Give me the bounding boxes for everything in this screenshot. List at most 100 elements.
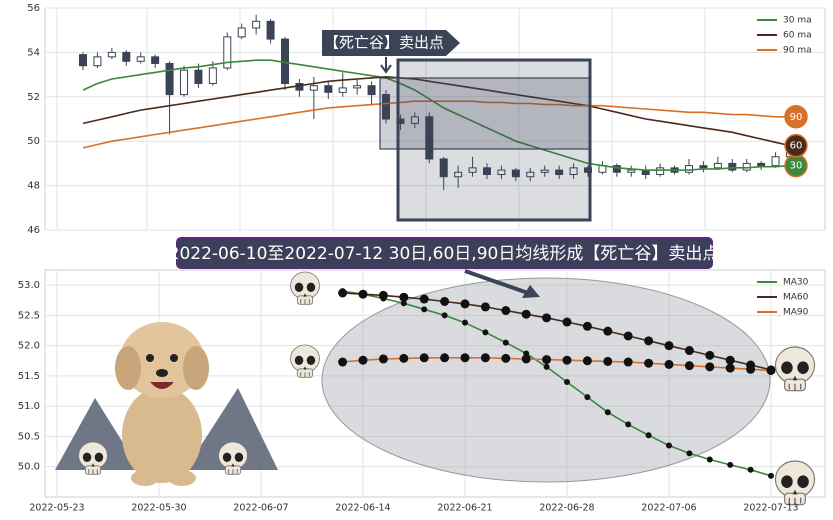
dog-illustration xyxy=(55,322,278,486)
candle-body xyxy=(483,167,491,175)
badge-label: 90 xyxy=(790,112,803,123)
ma-point xyxy=(460,353,470,363)
ma-line xyxy=(342,292,772,371)
legend-label: 30 ma xyxy=(783,16,812,26)
highlight-ellipse xyxy=(321,277,771,483)
candle-body xyxy=(252,20,261,29)
candle-body xyxy=(656,167,665,175)
candle-body xyxy=(180,69,188,96)
ma-line xyxy=(342,290,772,477)
candle-body xyxy=(555,169,564,175)
y-tick-label: 52.0 xyxy=(18,341,40,352)
legend-label: 60 ma xyxy=(783,31,812,41)
ma-point xyxy=(603,356,613,366)
ma-point xyxy=(603,326,613,336)
candle-body xyxy=(107,51,116,58)
candle-body xyxy=(324,85,333,93)
ma-point xyxy=(582,356,592,366)
x-tick-label: 2022-07-06 xyxy=(641,503,696,514)
ma-point xyxy=(706,456,713,463)
candle-body xyxy=(208,67,217,84)
ma-point xyxy=(625,421,632,428)
ma-point xyxy=(419,294,429,304)
ma-line xyxy=(82,75,791,147)
ma-point xyxy=(338,357,348,367)
candle-body xyxy=(122,51,131,62)
y-tick-label: 50 xyxy=(27,136,40,147)
ma-point xyxy=(645,432,652,439)
legend-label: 90 ma xyxy=(783,46,812,56)
candle-body xyxy=(194,69,203,84)
ma-point xyxy=(604,409,611,416)
candle-body xyxy=(93,56,102,67)
ma-point xyxy=(684,361,694,371)
candle-body xyxy=(425,116,434,160)
ma-point xyxy=(705,350,715,360)
y-tick-label: 53.0 xyxy=(18,280,40,291)
candle-body xyxy=(266,20,275,40)
candle-body xyxy=(540,169,549,173)
ma-point xyxy=(521,309,531,319)
ma-point xyxy=(664,359,674,369)
candle-body xyxy=(309,85,318,91)
x-tick-label: 2022-06-14 xyxy=(335,503,390,514)
ma-point xyxy=(623,357,633,367)
badge-label: 30 xyxy=(790,161,803,172)
annotation: 【死亡谷】卖出点 xyxy=(324,34,444,52)
ma-point xyxy=(543,363,550,370)
ma-point xyxy=(480,353,490,363)
ma-point xyxy=(725,363,735,373)
ma-point xyxy=(746,364,756,374)
ma-point xyxy=(521,354,531,364)
ma-point xyxy=(768,472,774,479)
legend-label: MA90 xyxy=(783,308,809,318)
ma-point xyxy=(462,319,468,326)
x-tick-label: 2022-05-30 xyxy=(131,503,186,514)
ma-point xyxy=(542,313,552,323)
candle-body xyxy=(237,27,246,38)
y-tick-label: 54 xyxy=(27,47,40,58)
pointer-arrow xyxy=(464,269,529,295)
y-tick-label: 51.0 xyxy=(18,401,40,412)
badge xyxy=(784,105,808,129)
candle-body xyxy=(382,94,390,120)
ma-point xyxy=(502,339,509,346)
ma-point xyxy=(666,442,672,449)
ma-point xyxy=(664,341,674,351)
ma-point xyxy=(501,306,511,316)
ma-point xyxy=(766,365,776,375)
ma-point xyxy=(644,358,654,368)
ma-point xyxy=(564,378,570,385)
death-valley-boxes xyxy=(322,30,592,222)
candle-body xyxy=(454,171,463,178)
badge xyxy=(784,133,808,158)
banner-title: 2022-06-10至2022-07-12 30日,60日,90日均线形成【死亡… xyxy=(169,244,720,264)
ma-point xyxy=(623,331,633,341)
candle-body xyxy=(338,87,347,93)
ma-point xyxy=(358,355,368,365)
candle-body xyxy=(151,56,160,64)
x-tick-label: 2022-05-23 xyxy=(29,503,84,514)
bottom-plot-frame xyxy=(44,269,826,498)
candle-body xyxy=(410,116,419,124)
ma-point xyxy=(584,394,591,401)
x-tick-label: 2022-06-07 xyxy=(233,503,288,514)
ma-point xyxy=(378,354,388,364)
ma-point xyxy=(400,300,407,307)
ma-point xyxy=(644,336,654,346)
y-tick-label: 46 xyxy=(27,225,40,236)
ma-point xyxy=(501,353,511,363)
ma-point xyxy=(562,355,572,365)
candle-body xyxy=(79,54,87,67)
ma-point xyxy=(727,461,734,468)
vertical-grid xyxy=(56,8,706,230)
ma-point xyxy=(542,355,552,365)
pointer-arrow-head xyxy=(522,285,540,298)
ma-line xyxy=(82,100,790,149)
candle-body xyxy=(612,165,621,173)
ma-point xyxy=(684,346,694,356)
candle-body xyxy=(468,167,477,173)
ma-point xyxy=(562,317,572,327)
x-tick-label: 2022-07-13 xyxy=(743,503,798,514)
